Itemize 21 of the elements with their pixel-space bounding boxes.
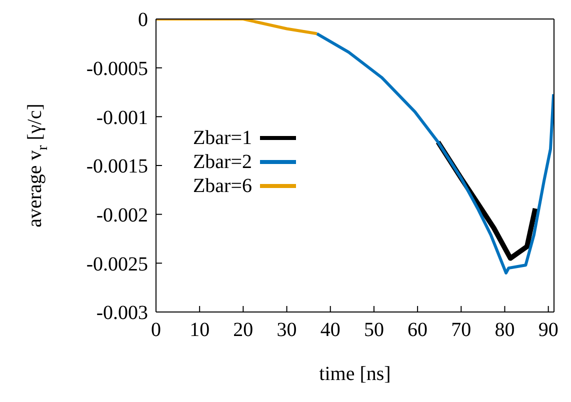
y-tick-label: -0.0025 (86, 253, 148, 276)
x-tick-label: 30 (276, 319, 297, 342)
x-tick-label: 60 (408, 319, 428, 342)
x-axis-title: time [ns] (319, 363, 391, 385)
x-tick-label: 80 (494, 319, 515, 342)
line-series (315, 32, 554, 274)
x-tick-label: 70 (451, 319, 472, 342)
y-tick-label: 0 (138, 9, 148, 32)
y-tick-label: -0.002 (96, 204, 148, 226)
x-tick-label: 40 (320, 319, 340, 342)
y-tick-label: -0.001 (96, 106, 148, 129)
legend-label: Zbar=6 (192, 174, 252, 198)
y-tick-label: -0.003 (96, 302, 148, 324)
x-tick-label: 20 (233, 319, 254, 342)
legend-label: Zbar=2 (192, 150, 252, 174)
x-tick-label: 90 (538, 319, 558, 342)
y-tick-label: -0.0005 (86, 58, 148, 80)
x-tick-label: 10 (190, 319, 210, 342)
y-tick-label: -0.0015 (86, 156, 148, 178)
legend-label: Zbar=1 (192, 126, 252, 150)
x-tick-label: 50 (364, 319, 384, 342)
